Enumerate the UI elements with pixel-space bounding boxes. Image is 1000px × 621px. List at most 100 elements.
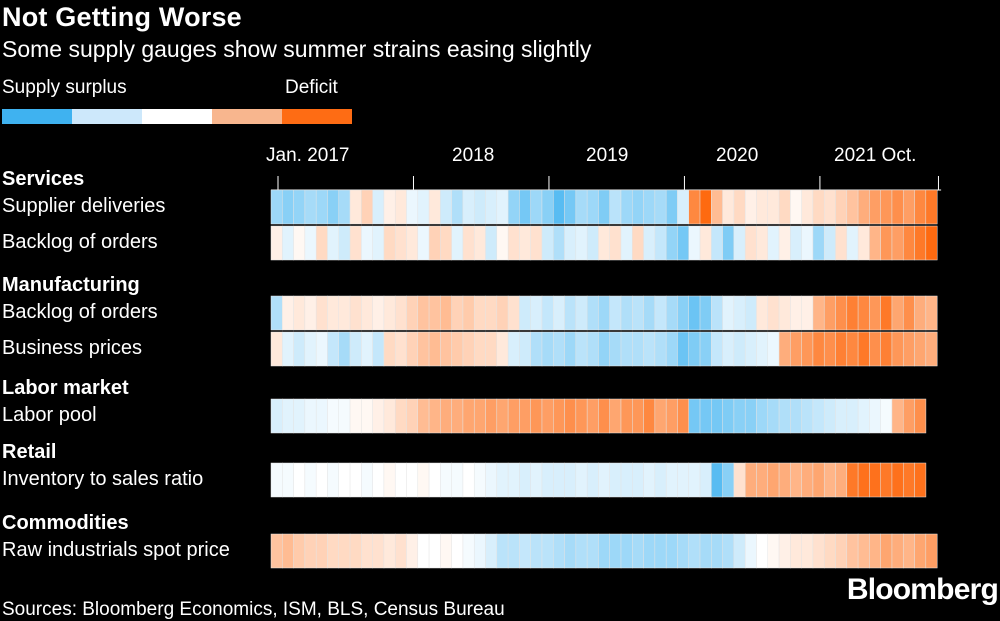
heatmap-cell [293,331,306,367]
heatmap-cell [643,398,656,434]
heatmap-cell [428,295,441,331]
heatmap-cell [711,331,723,367]
heatmap-cell [654,331,667,367]
heatmap-cell [496,189,509,225]
heatmap-cell [812,462,825,498]
heatmap-cell [270,331,283,367]
heatmap-cell [688,225,701,261]
heatmap-cell [406,462,419,498]
heatmap-cell [812,189,825,225]
heatmap-cell [462,533,475,569]
heatmap-cell [643,533,656,569]
heatmap-cell [767,533,780,569]
heatmap-cell [823,462,836,498]
heatmap-cell [315,331,328,367]
heatmap-cell [541,331,554,367]
heatmap-cell [383,295,396,331]
heatmap-cell [428,462,441,498]
heatmap-row [270,225,938,261]
heatmap-cell [823,295,836,331]
heatmap-cell [778,295,791,331]
heatmap-cell [270,295,283,331]
heatmap-cell [304,533,317,569]
heatmap-cell [361,533,373,569]
heatmap-cell [451,462,464,498]
heatmap-cell [632,295,644,331]
heatmap-cell [282,189,294,225]
heatmap-cell [778,225,791,261]
heatmap-cell [417,462,430,498]
heatmap-cell [282,295,294,331]
heatmap-cell [496,295,509,331]
heatmap-cell [699,225,712,261]
heatmap-cell [857,295,870,331]
heatmap-cell [394,398,407,434]
heatmap-cell [417,225,430,261]
heatmap-cell [496,533,509,569]
heatmap-cell [801,462,814,498]
heatmap-cell [428,533,441,569]
heatmap-cell [711,462,723,498]
heatmap-cell [891,331,904,367]
heatmap-cell [485,462,498,498]
heatmap-cell [282,533,294,569]
heatmap-cell [835,189,848,225]
heatmap-cell [553,225,565,261]
heatmap-cell [880,225,893,261]
heatmap-cell [361,189,373,225]
heatmap-cell [733,225,746,261]
heatmap-cell [790,462,802,498]
heatmap-cell [485,189,498,225]
heatmap-cell [530,462,543,498]
heatmap-cell [338,189,351,225]
heatmap-cell [767,295,780,331]
heatmap-cell [925,189,938,225]
heatmap-cell [586,331,599,367]
heatmap-cell [451,225,464,261]
heatmap-cell [338,295,351,331]
heatmap-cell [598,295,611,331]
heatmap-cell [632,533,644,569]
heatmap-cell [327,295,340,331]
heatmap-cell [846,225,859,261]
heatmap-cell [778,331,791,367]
x-tick-label: Jan. 2017 [266,145,350,166]
heatmap-cell [361,295,373,331]
heatmap-cell [372,295,385,331]
heatmap-cell [519,189,532,225]
group-label: Commodities [2,512,129,534]
heatmap-cell [451,331,464,367]
heatmap-cell [767,462,780,498]
heatmap-cell [857,189,870,225]
heatmap-cell [891,295,904,331]
heatmap-cell [575,225,588,261]
heatmap-cell [383,398,396,434]
heatmap-cell [699,398,712,434]
heatmap-cell [733,331,746,367]
heatmap-cell [733,533,746,569]
heatmap-cell [790,295,802,331]
heatmap-cell [598,398,611,434]
heatmap-cell [406,295,419,331]
heatmap-cell [914,331,927,367]
heatmap-cell [643,225,656,261]
heatmap-cell [632,189,644,225]
heatmap-row [270,462,927,498]
heatmap-cell [564,462,577,498]
heatmap-cell [744,398,757,434]
heatmap-cell [880,189,893,225]
heatmap-cell [677,295,690,331]
heatmap-cell [428,398,441,434]
heatmap-cell [553,462,565,498]
heatmap-cell [417,533,430,569]
heatmap-cell [451,398,464,434]
heatmap-cell [756,331,769,367]
heatmap-cell [383,225,396,261]
heatmap-cell [541,225,554,261]
heatmap-cell [372,189,385,225]
heatmap-cell [654,462,667,498]
heatmap-cell [440,189,452,225]
heatmap-cell [406,331,419,367]
heatmap-cell [598,331,611,367]
heatmap-cell [315,533,328,569]
